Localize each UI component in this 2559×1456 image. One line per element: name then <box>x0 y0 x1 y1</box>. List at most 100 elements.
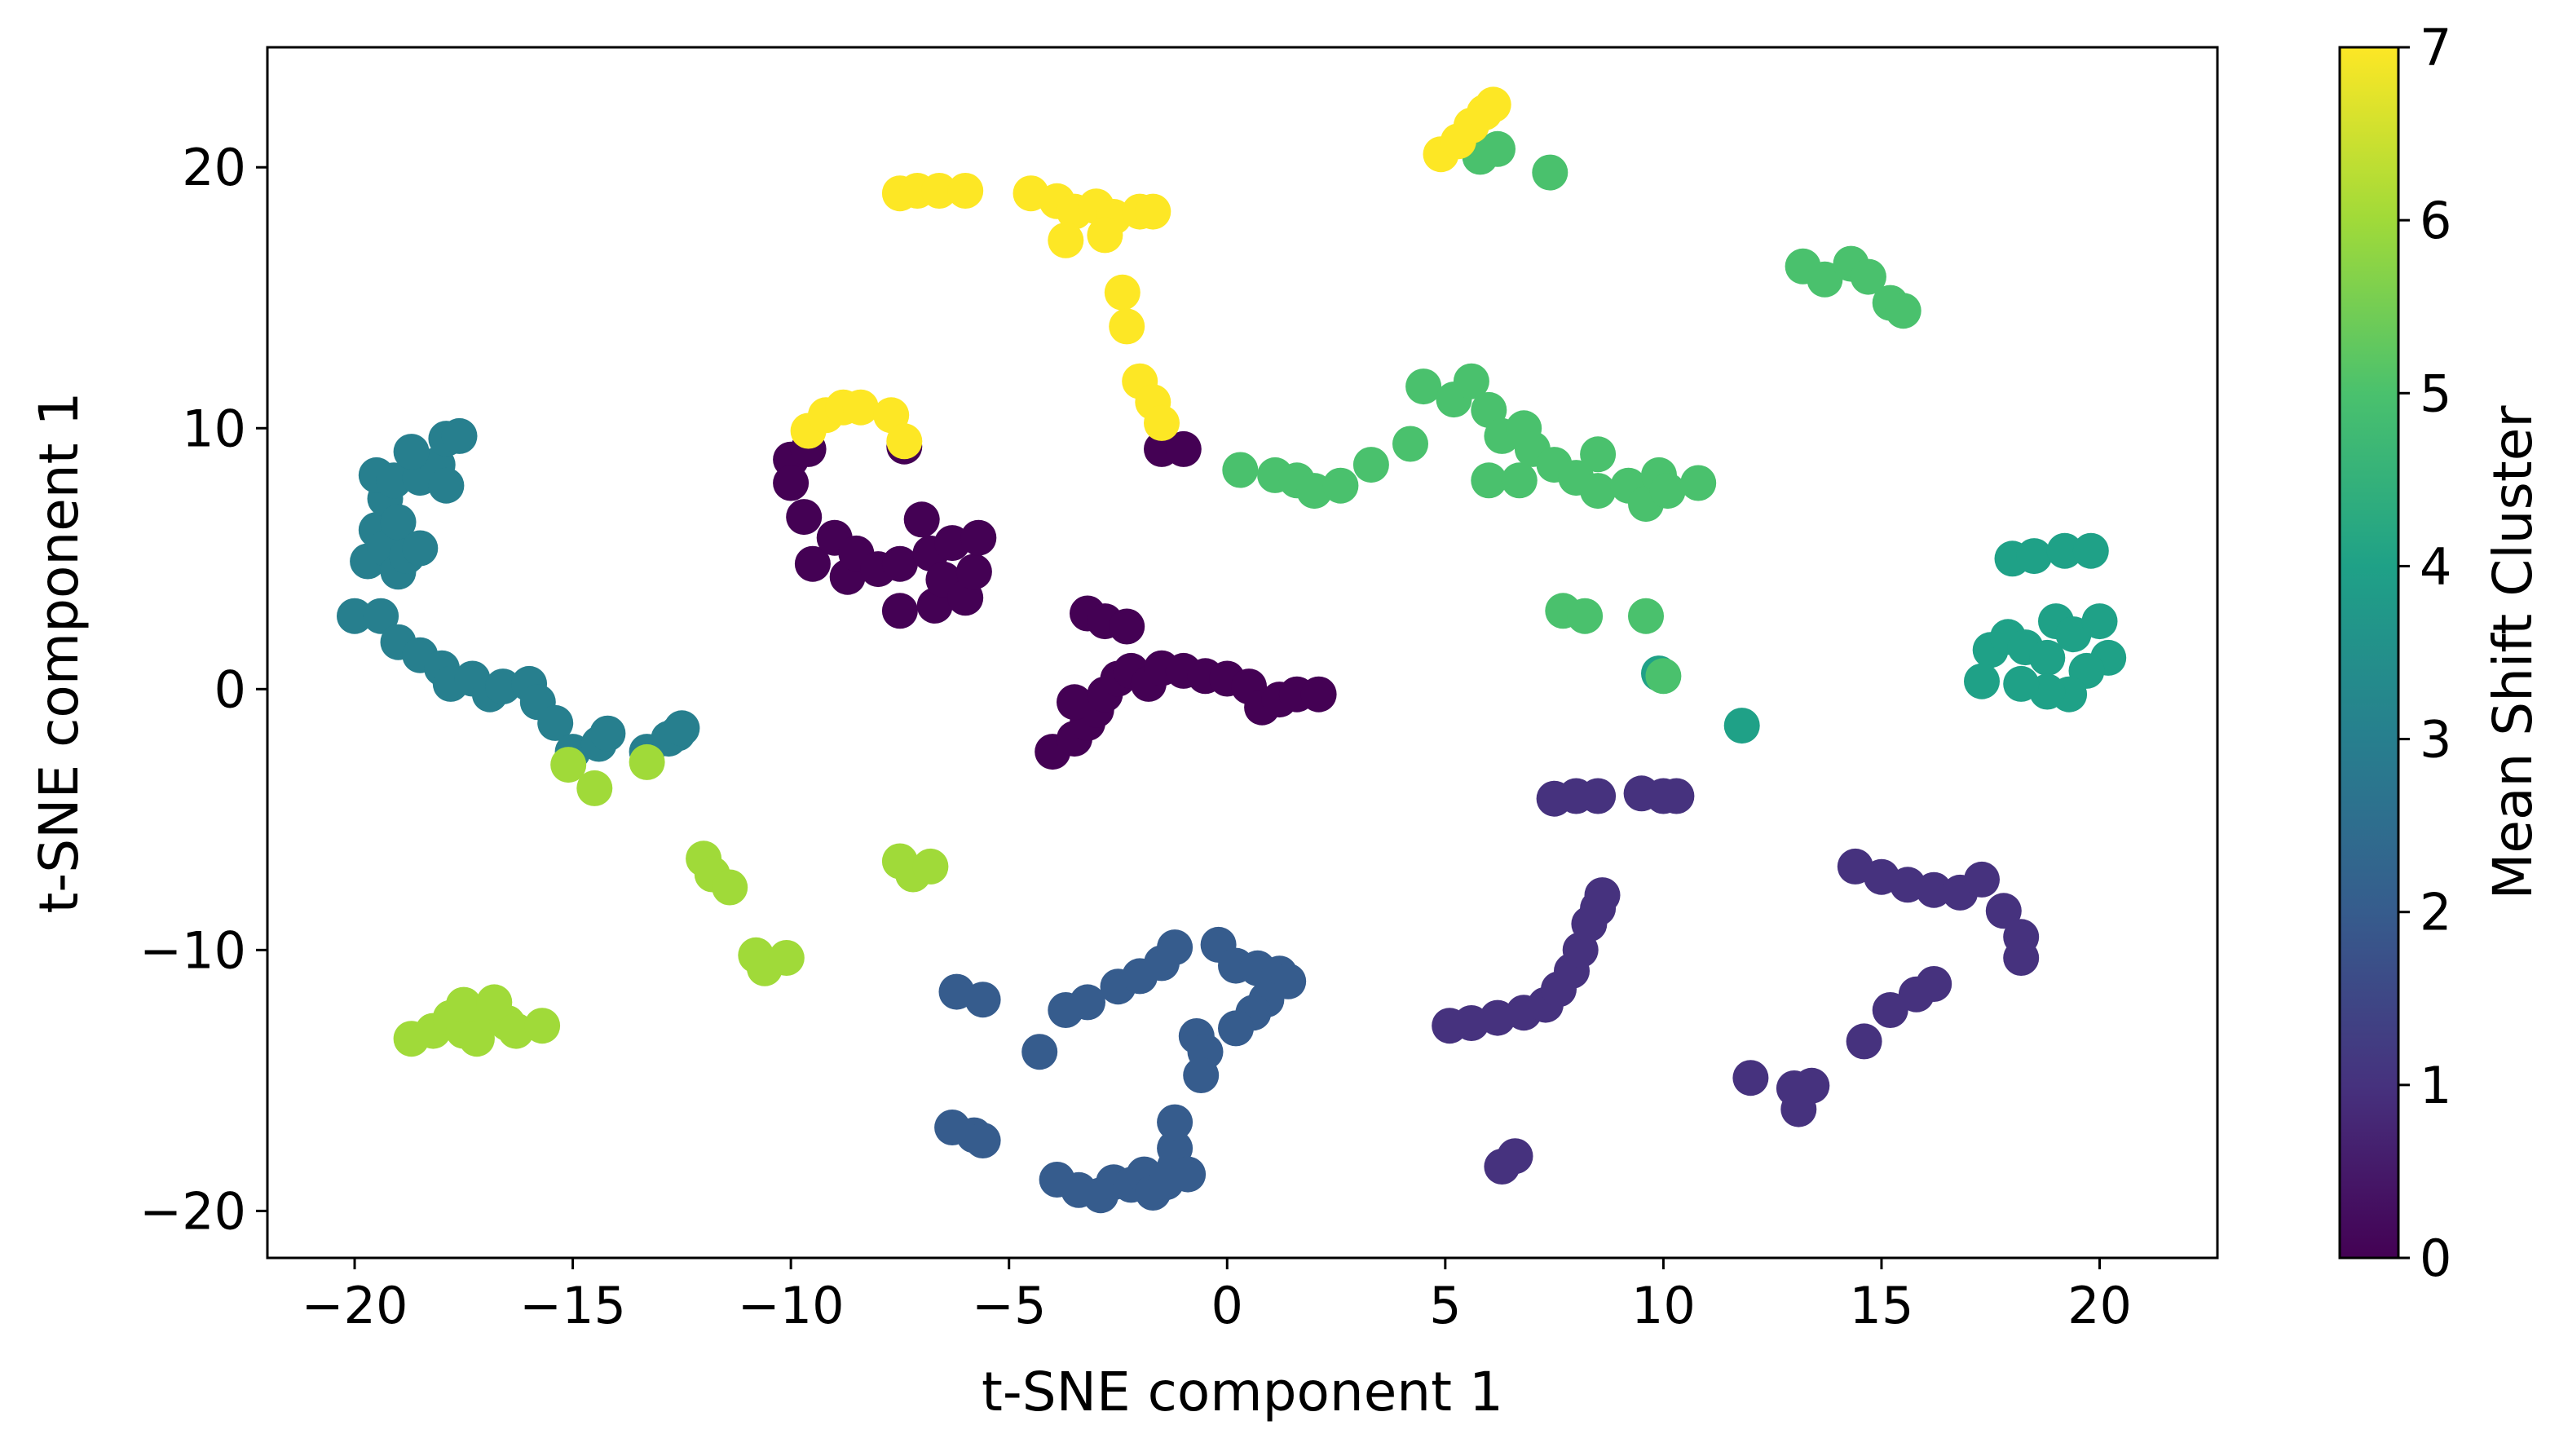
colorbar-tick-label: 0 <box>2420 1229 2451 1288</box>
data-point <box>773 465 810 501</box>
data-point <box>2003 665 2040 702</box>
data-point <box>2046 532 2083 569</box>
data-point <box>1807 261 1843 298</box>
plot-frame <box>266 46 2219 1260</box>
data-point <box>1157 1104 1193 1141</box>
cluster-5-points <box>1222 130 1921 695</box>
data-point <box>1580 436 1617 473</box>
colorbar-label: Mean Shift Cluster <box>2482 405 2544 900</box>
colorbar-tick-label: 6 <box>2420 191 2451 250</box>
data-point <box>2003 940 2040 976</box>
cluster-4-points <box>1641 532 2127 744</box>
data-point <box>441 417 478 454</box>
data-point <box>1453 363 1489 399</box>
data-point <box>2081 603 2118 640</box>
data-point <box>886 423 923 460</box>
data-point <box>445 986 482 1023</box>
data-point <box>428 467 465 504</box>
data-point <box>1628 598 1664 634</box>
data-point <box>1183 1057 1220 1093</box>
data-point <box>960 519 997 556</box>
data-point <box>881 545 918 582</box>
data-point <box>1916 966 1952 1002</box>
x-tick-label: −10 <box>738 1276 845 1335</box>
data-point <box>964 982 1001 1018</box>
y-tick-label: −20 <box>139 1181 246 1241</box>
x-tick-label: −15 <box>519 1276 626 1335</box>
data-point <box>1104 274 1141 311</box>
data-point <box>363 598 399 634</box>
data-point <box>589 715 626 752</box>
colorbar-tick-label: 5 <box>2420 364 2451 423</box>
data-point <box>380 504 417 540</box>
data-point <box>921 173 958 209</box>
data-point <box>1584 877 1621 914</box>
cluster-3-points <box>337 417 700 770</box>
data-point <box>2016 538 2053 575</box>
data-point <box>550 747 587 783</box>
data-point <box>402 530 439 567</box>
x-axis-label: t-SNE component 1 <box>982 1361 1503 1423</box>
data-point <box>376 462 413 499</box>
data-point <box>1964 861 2000 898</box>
data-point <box>1732 1060 1769 1096</box>
cluster-6-points <box>393 743 949 1057</box>
data-point <box>881 593 918 629</box>
data-point <box>629 743 665 780</box>
data-point <box>1109 308 1145 345</box>
data-point <box>1885 293 1921 329</box>
data-point <box>1057 684 1092 721</box>
data-point <box>1780 1091 1817 1127</box>
data-point <box>964 1123 1001 1158</box>
data-point <box>576 770 613 806</box>
y-tick-label: 10 <box>182 399 246 458</box>
colorbar-tick-label: 3 <box>2420 710 2451 770</box>
x-tick-label: 20 <box>2067 1276 2132 1335</box>
data-point <box>1480 130 1516 167</box>
cluster-1-points <box>1432 775 2040 1185</box>
y-tick-label: 0 <box>214 660 246 719</box>
data-point <box>786 499 823 536</box>
colorbar-tick-label: 7 <box>2420 18 2451 77</box>
data-point <box>842 389 879 426</box>
x-tick-label: 5 <box>1429 1276 1461 1335</box>
data-point <box>903 501 940 538</box>
data-point <box>1658 778 1695 814</box>
data-point <box>947 173 984 209</box>
colorbar-tick-label: 4 <box>2420 536 2451 596</box>
data-point <box>1532 154 1568 191</box>
points-layer <box>337 86 2127 1214</box>
data-point <box>794 545 831 582</box>
data-point <box>1471 462 1507 499</box>
data-point <box>1567 598 1604 634</box>
colorbar-ticks: 0 1 2 3 4 5 6 7 <box>2398 18 2451 1288</box>
data-point <box>1135 193 1171 230</box>
colorbar-tick-label: 1 <box>2420 1056 2451 1115</box>
data-point <box>476 984 513 1021</box>
colorbar <box>2338 46 2400 1260</box>
data-point <box>1916 871 1952 908</box>
data-point <box>1497 1138 1533 1175</box>
data-point <box>1850 258 1886 295</box>
data-point <box>1723 708 1760 744</box>
data-point <box>955 554 992 590</box>
data-point <box>712 869 748 906</box>
colorbar-tick-label: 2 <box>2420 883 2451 942</box>
data-point <box>1645 658 1682 695</box>
data-point <box>1170 1156 1207 1193</box>
data-point <box>1087 217 1123 254</box>
data-point <box>1109 608 1145 645</box>
data-point <box>1501 462 1538 499</box>
data-point <box>1322 467 1359 504</box>
x-tick-label: 15 <box>1850 1276 1914 1335</box>
data-point <box>1070 984 1105 1021</box>
data-point <box>912 848 949 885</box>
data-point <box>1165 430 1202 467</box>
data-point <box>1021 1034 1058 1070</box>
data-point <box>1649 473 1686 510</box>
data-point <box>1157 929 1193 966</box>
data-point <box>537 704 574 741</box>
data-point <box>1475 86 1511 123</box>
data-point <box>1300 676 1337 713</box>
data-point <box>1218 1010 1254 1047</box>
